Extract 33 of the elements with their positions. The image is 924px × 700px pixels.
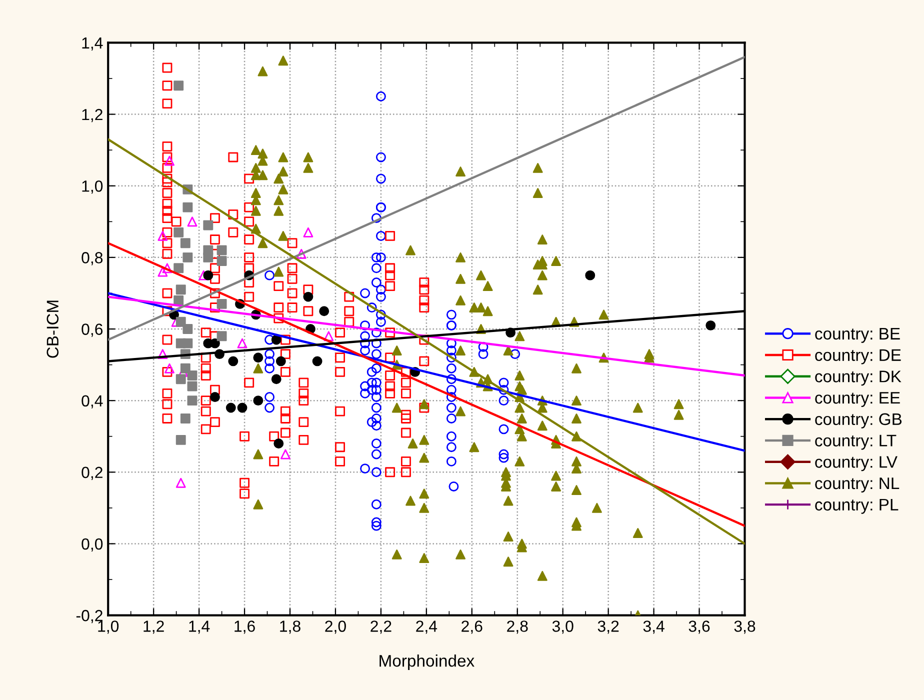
legend-label: country: GB [815, 413, 902, 428]
x-tick-label: 3,4 [643, 620, 664, 634]
x-tick-label: 2,4 [416, 620, 438, 634]
legend-label: country: LV [815, 456, 898, 472]
legend-label: country: LT [815, 434, 896, 450]
x-tick-label: 2,0 [325, 620, 346, 634]
legend-label: country: DE [815, 349, 901, 364]
y-tick-label: 0,0 [82, 538, 103, 552]
legend-label: country: NL [815, 478, 900, 492]
legend-label: country: BE [815, 328, 900, 343]
y-tick-label: 0,6 [82, 324, 103, 337]
x-tick-label: 2,6 [462, 620, 482, 634]
x-tick-label: 1,6 [234, 620, 255, 634]
legend-label: country: DK [815, 370, 902, 386]
y-tick-label: 1,4 [82, 38, 103, 51]
x-tick-label: 2,2 [370, 620, 392, 634]
x-axis-title: Morphoindex [380, 654, 474, 670]
x-tick-label: 1,8 [280, 620, 300, 634]
y-tick-label: 1,2 [82, 108, 102, 122]
x-tick-label: 2,8 [507, 620, 528, 634]
y-tick-label: 0,8 [82, 252, 103, 266]
x-tick-label: 3,6 [688, 620, 710, 634]
x-tick-label: 1,2 [144, 620, 164, 634]
legend-label: country: EE [815, 392, 900, 408]
x-tick-label: 3,0 [552, 620, 574, 634]
x-tick-label: 3,8 [734, 620, 756, 634]
legend-label: country: PL [815, 498, 898, 514]
x-tick-label: 1,4 [189, 620, 210, 634]
x-tick-label: 3,2 [598, 620, 619, 634]
y-axis-title: CB-ICM [46, 300, 59, 358]
y-tick-label: 0,2 [82, 466, 102, 480]
y-tick-label: 0,4 [82, 395, 103, 408]
y-tick-label: 1,0 [82, 180, 103, 194]
